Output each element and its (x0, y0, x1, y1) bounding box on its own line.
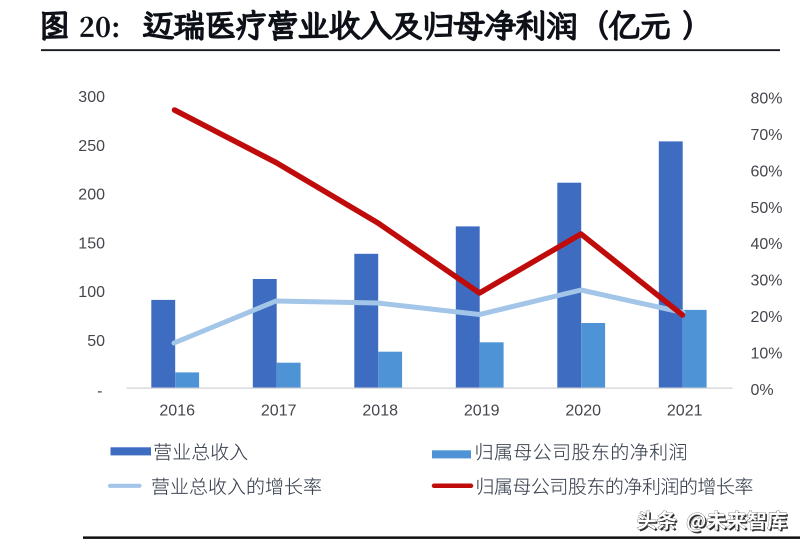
svg-text:50%: 50% (751, 200, 783, 217)
svg-text:20%: 20% (751, 309, 783, 326)
svg-text:2018: 2018 (362, 403, 398, 420)
svg-text:2021: 2021 (667, 403, 703, 420)
svg-text:250: 250 (78, 138, 105, 155)
svg-text:100: 100 (78, 284, 105, 301)
svg-text:200: 200 (78, 187, 105, 204)
svg-text:10%: 10% (751, 345, 783, 362)
svg-text:80%: 80% (751, 91, 783, 108)
svg-text:2019: 2019 (464, 403, 500, 420)
svg-text:30%: 30% (751, 273, 783, 290)
svg-text:2016: 2016 (159, 403, 195, 420)
svg-text:60%: 60% (751, 163, 783, 180)
svg-text:50: 50 (87, 333, 105, 350)
svg-text:150: 150 (78, 235, 105, 252)
svg-text:0%: 0% (751, 382, 774, 399)
svg-text:40%: 40% (751, 236, 783, 253)
svg-text:-: - (97, 383, 102, 400)
svg-text:2020: 2020 (565, 403, 601, 420)
svg-text:2017: 2017 (261, 403, 297, 420)
svg-text:70%: 70% (751, 127, 783, 144)
svg-text:300: 300 (78, 89, 105, 106)
